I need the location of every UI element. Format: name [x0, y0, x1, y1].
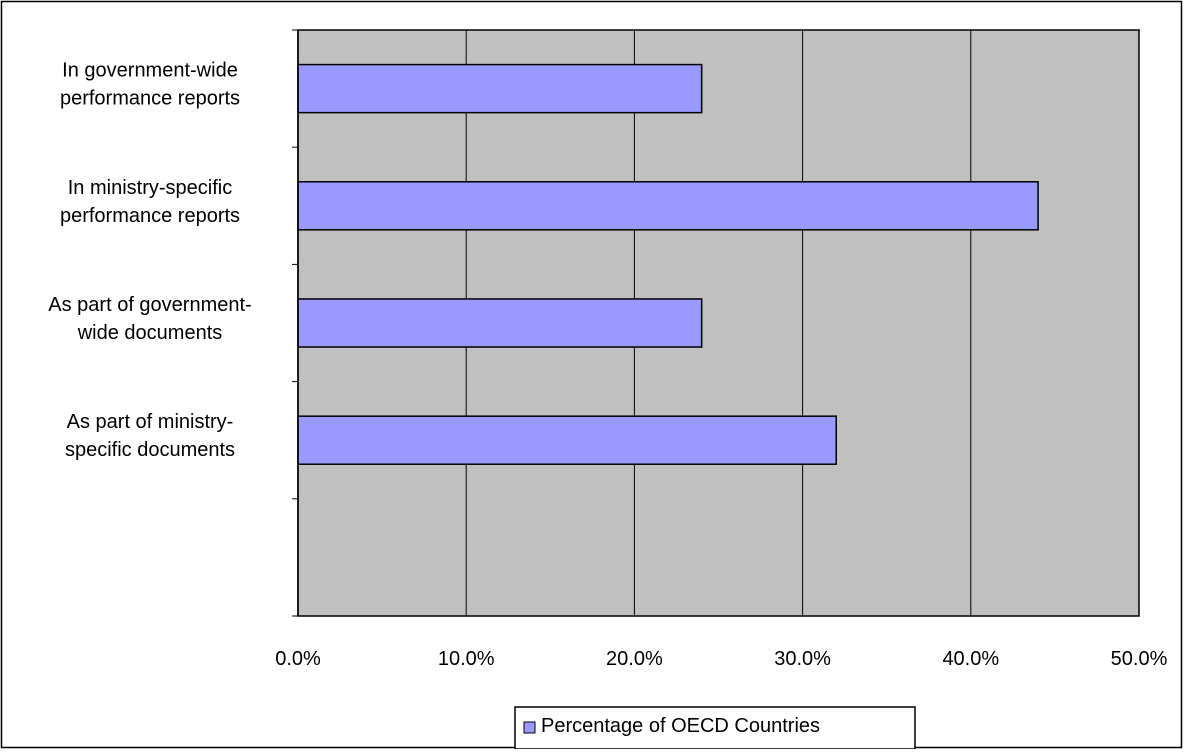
- bar: [297, 181, 1039, 231]
- y-category-label: In ministry-specific performance reports: [60, 177, 240, 227]
- x-axis: 0.0% 10.0% 20.0% 30.0% 40.0% 50.0%: [275, 648, 1167, 670]
- x-tick-label: 20.0%: [606, 648, 663, 670]
- bars: [297, 63, 1039, 465]
- x-tick-label: 30.0%: [774, 648, 831, 670]
- bar: [297, 63, 703, 114]
- x-tick-label: 0.0%: [275, 648, 321, 670]
- y-category-label: As part of ministry-specific documents: [65, 411, 235, 461]
- y-category-label: As part of government-wide documents: [48, 294, 251, 344]
- legend: Percentage of OECD Countries: [514, 706, 916, 750]
- bar: [297, 415, 837, 465]
- x-tick-label: 10.0%: [438, 648, 495, 670]
- y-axis: In government-wide performance reports In …: [48, 29, 299, 617]
- legend-label: Percentage of OECD Countries: [541, 715, 820, 737]
- legend-box: [514, 706, 916, 750]
- legend-swatch: [523, 721, 536, 734]
- x-tick-label: 50.0%: [1111, 648, 1168, 670]
- bar: [297, 298, 703, 348]
- x-tick-label: 40.0%: [942, 648, 999, 670]
- y-category-label: In government-wide performance reports: [60, 60, 240, 110]
